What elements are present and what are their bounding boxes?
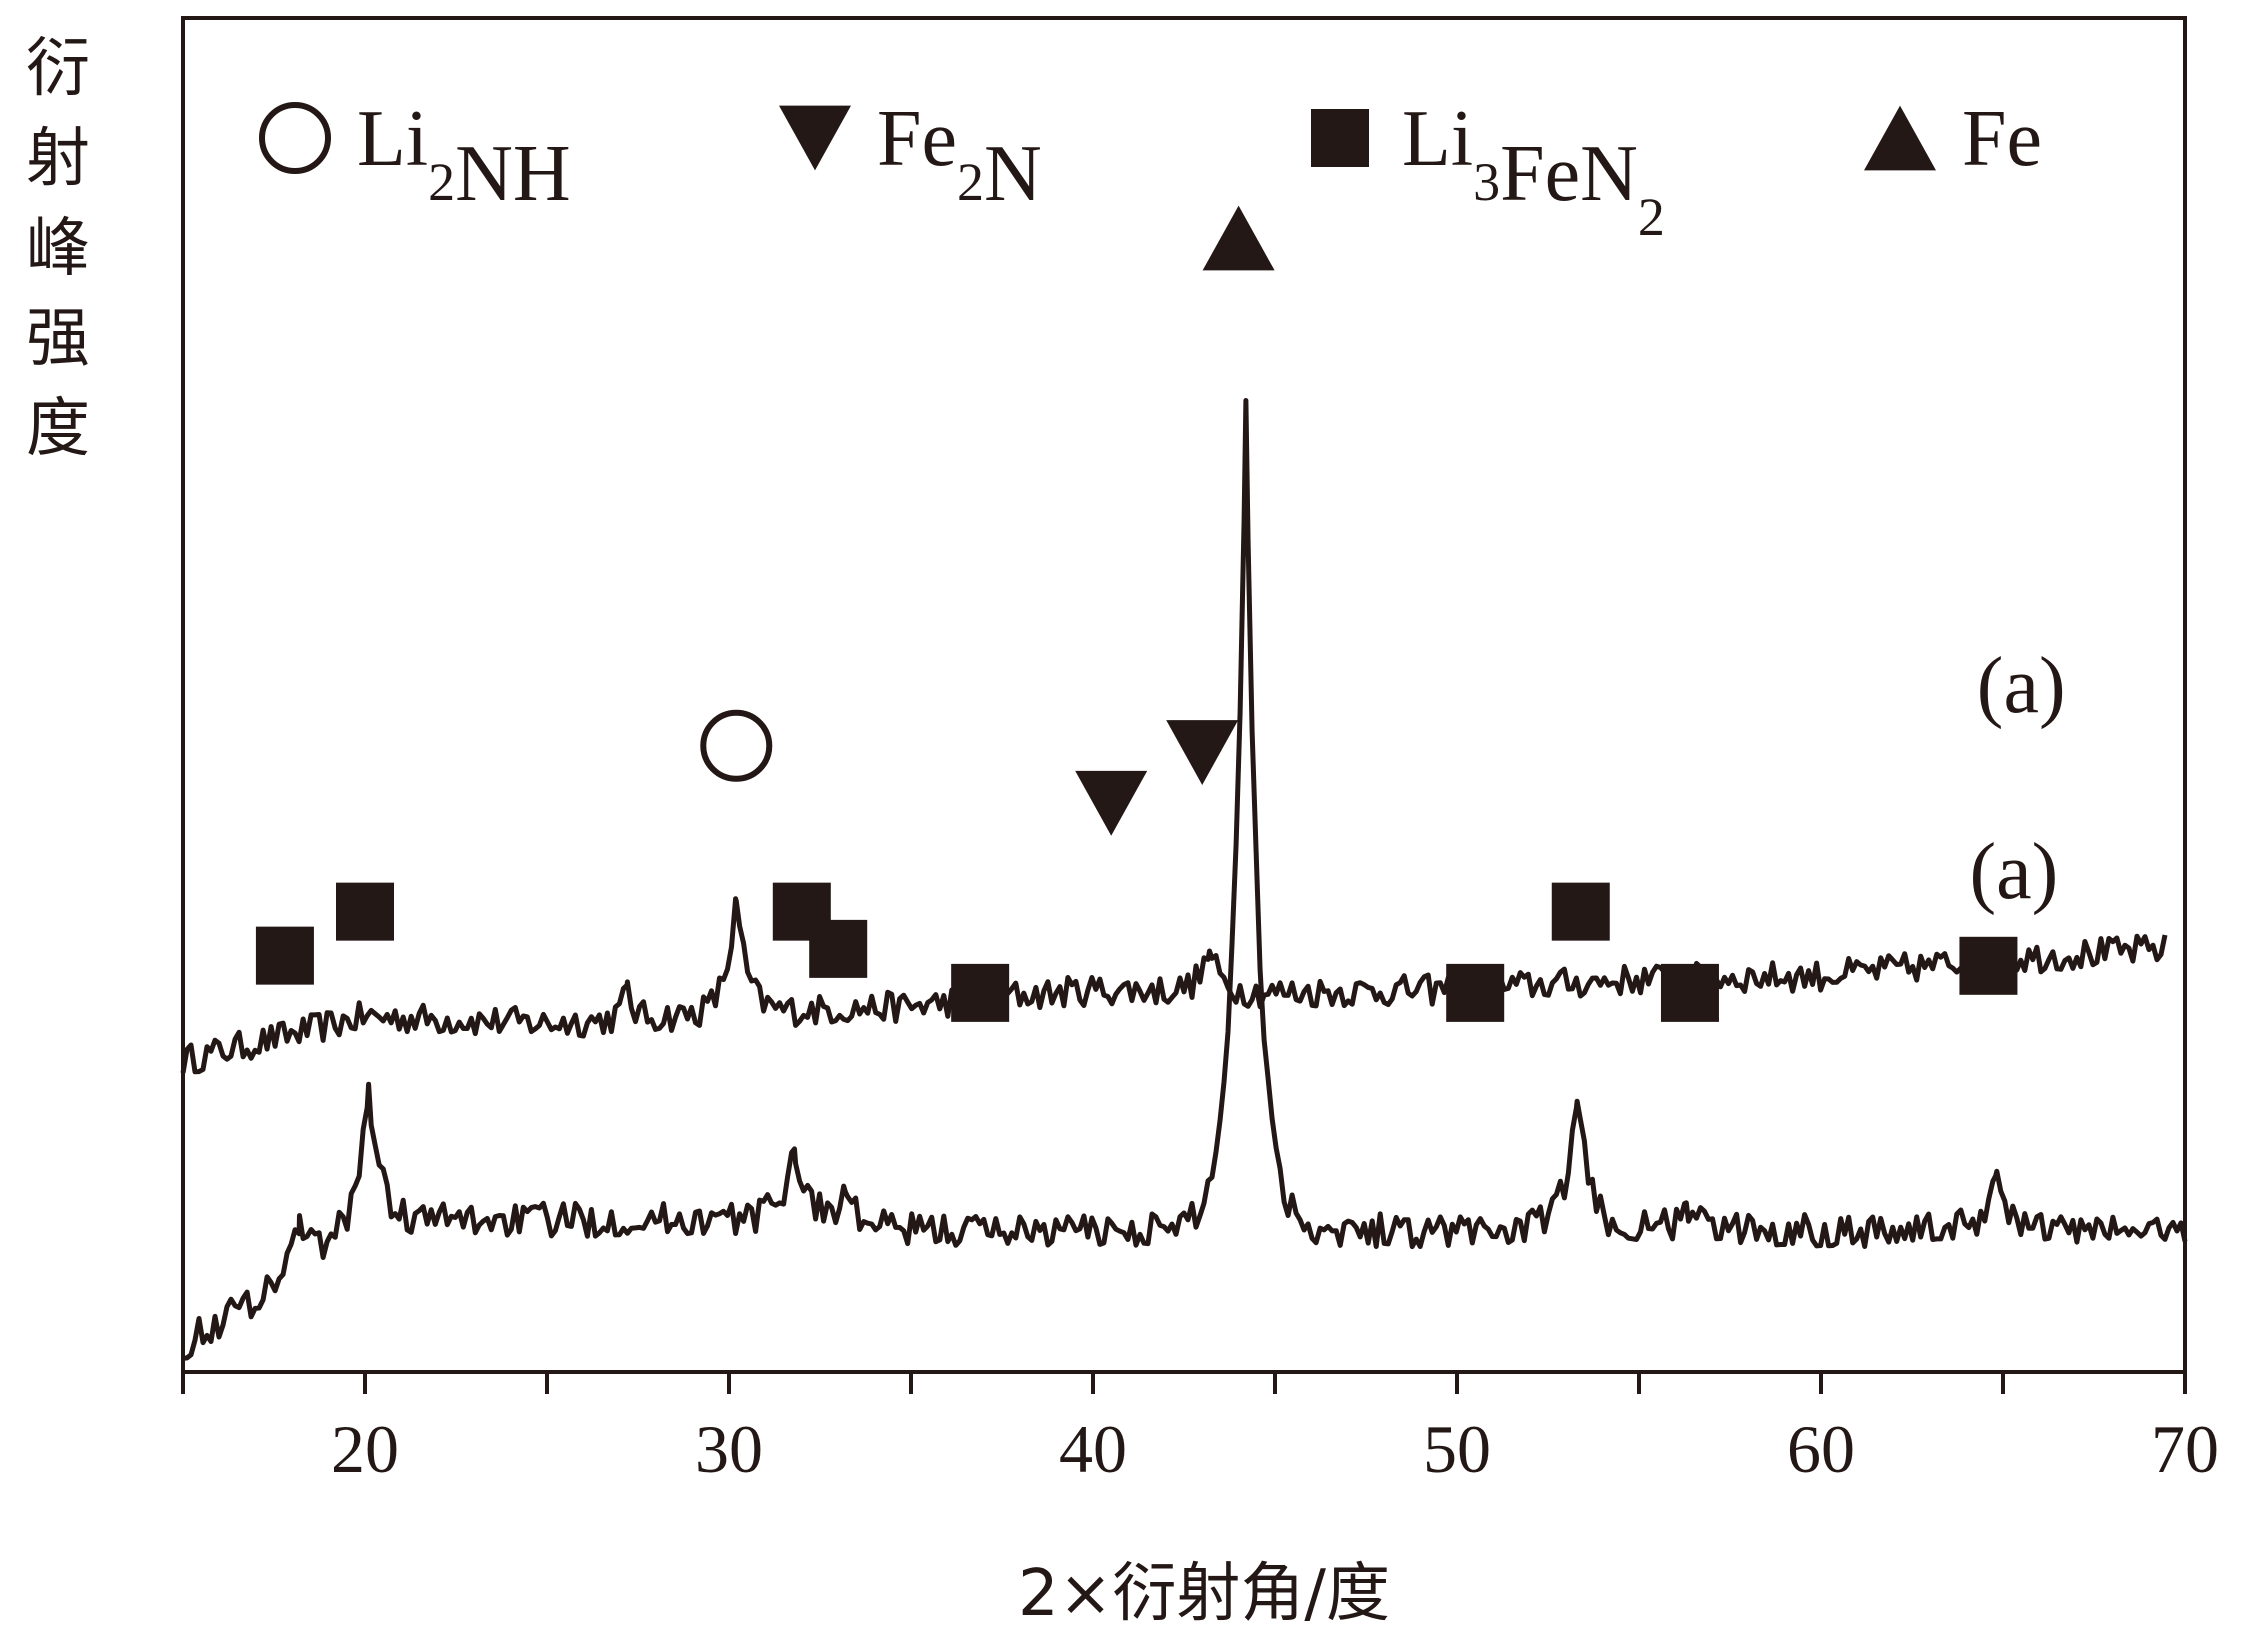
filled-square-marker (809, 919, 868, 978)
x-tick-label: 70 (2151, 1411, 2219, 1487)
legend-open-circle-icon (259, 102, 331, 174)
x-tick-label: 60 (1787, 1411, 1855, 1487)
filled-square-marker (336, 882, 394, 941)
legend-label: Li3FeN2 (1402, 95, 1665, 247)
up-triangle-marker (1202, 205, 1275, 271)
legend-down-triangle-icon (779, 105, 851, 171)
x-axis-title: 2×衍射角/度 (1018, 1557, 1390, 1631)
curve-label-1: (a) (1977, 642, 2066, 730)
legend-entry-3: Li3FeN2 (1311, 95, 1665, 247)
y-axis-title: 衍射峰强度 (26, 32, 90, 466)
legend-label: Fe2N (877, 95, 1042, 218)
legend-entry-2: Fe2N (779, 95, 1042, 218)
filled-square-marker (1660, 963, 1719, 1022)
filled-square-marker (1446, 963, 1505, 1022)
filled-square-marker (255, 926, 314, 985)
legend-filled-square-icon (1311, 109, 1369, 167)
down-triangle-marker (1166, 720, 1239, 785)
x-tick-label: 50 (1423, 1411, 1491, 1487)
curve-label-2: (a) (1970, 828, 2059, 916)
series-line-1 (180, 896, 2168, 1075)
down-triangle-marker (1075, 770, 1148, 836)
x-tick-label: 40 (1059, 1411, 1127, 1487)
series-line-2 (182, 398, 2188, 1361)
open-circle-marker (700, 709, 773, 782)
filled-square-marker (1551, 882, 1610, 941)
filled-square-marker (951, 963, 1010, 1022)
x-tick-label: 30 (695, 1411, 763, 1487)
legend-up-triangle-icon (1864, 105, 1936, 171)
filled-square-marker (1959, 936, 2018, 995)
x-tick-label: 20 (331, 1411, 399, 1487)
plot-frame (181, 16, 2187, 1374)
legend-label: Fe (1962, 95, 2042, 183)
legend-label: Li2NH (357, 95, 571, 218)
legend-entry-4: Fe (1864, 95, 2042, 183)
legend-entry-1: Li2NH (259, 95, 571, 218)
